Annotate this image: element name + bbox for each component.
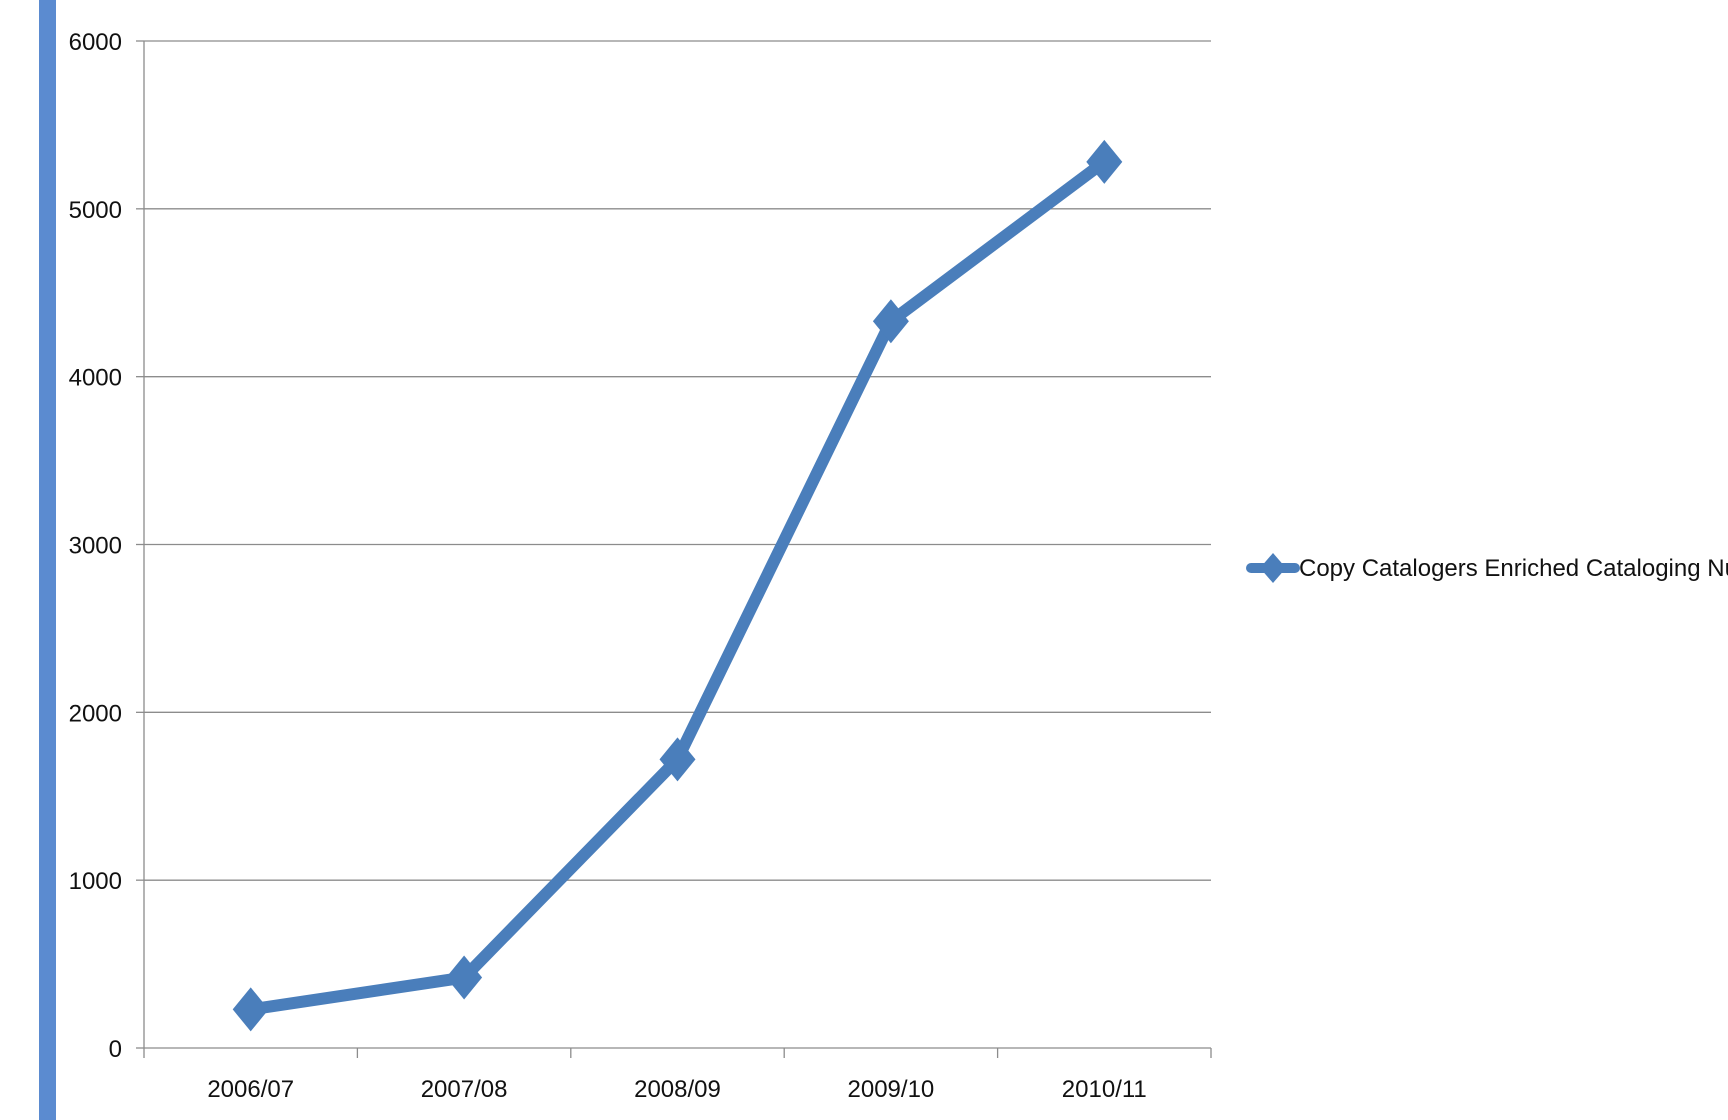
legend-label: Copy Catalogers Enriched Cataloging Numb…: [1299, 555, 1728, 582]
y-tick-label: 3000: [69, 533, 122, 560]
x-tick-label: 2007/08: [421, 1076, 508, 1103]
series-line-group: [244, 155, 1111, 1016]
data-point-marker: [1086, 139, 1123, 184]
y-tick-label: 1000: [69, 868, 122, 895]
series-line: [244, 155, 1111, 1016]
data-point-marker: [232, 987, 269, 1032]
x-tick-label: 2006/07: [207, 1076, 294, 1103]
legend-swatch-marker: [1260, 553, 1286, 583]
accent-bar: [39, 0, 56, 1120]
y-tick-label: 0: [109, 1036, 122, 1063]
y-tick-label: 6000: [69, 29, 122, 56]
axes: [136, 40, 1212, 1058]
data-point-marker: [872, 299, 909, 344]
x-axis-tick-labels: 2006/07 2007/08 2008/09 2009/10 2010/11: [207, 1076, 1146, 1103]
y-tick-label: 5000: [69, 197, 122, 224]
data-point-marker: [659, 737, 696, 782]
y-tick-label: 4000: [69, 365, 122, 392]
x-tick-label: 2008/09: [634, 1076, 721, 1103]
x-tick-label: 2009/10: [848, 1076, 935, 1103]
series-markers: [232, 139, 1123, 1032]
legend: Copy Catalogers Enriched Cataloging Numb…: [1246, 553, 1728, 583]
x-tick-label: 2010/11: [1062, 1076, 1147, 1103]
y-axis-tick-labels: 0 1000 2000 3000 4000 5000 6000: [69, 29, 122, 1063]
y-tick-label: 2000: [69, 700, 122, 727]
data-point-marker: [446, 955, 483, 1000]
